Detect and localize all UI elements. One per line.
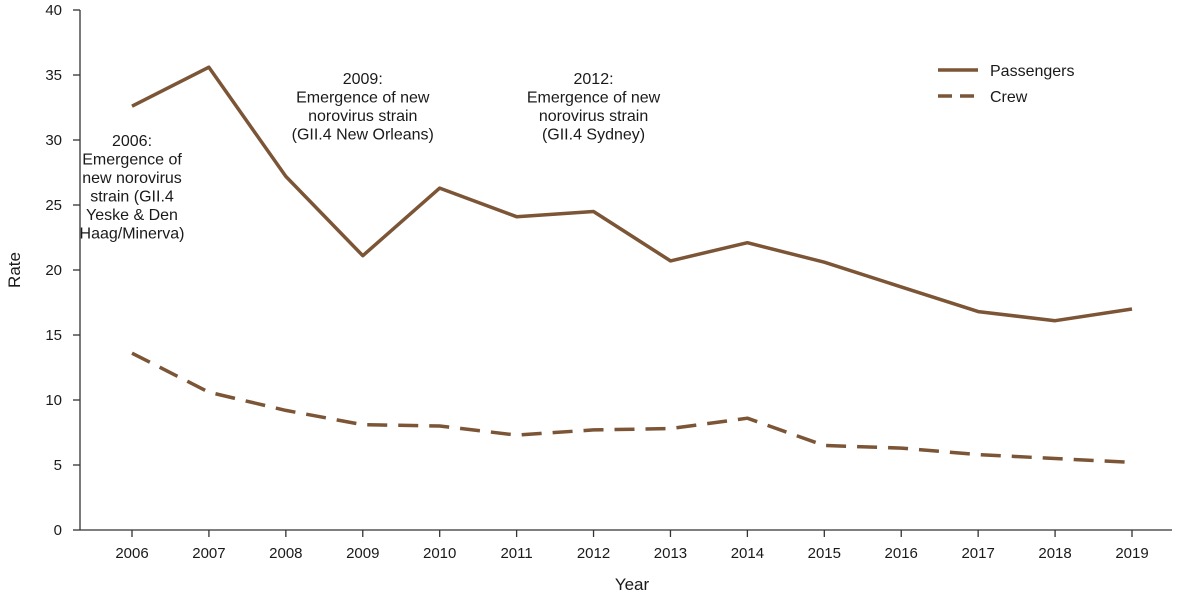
annotation-line: (GII.4 Sydney) bbox=[542, 127, 645, 144]
x-tick-label: 2014 bbox=[731, 545, 764, 562]
annotation-2009: 2009: Emergence of new norovirus strain (GI… bbox=[292, 71, 434, 144]
x-axis-title: Year bbox=[615, 575, 650, 594]
annotation-line: Haag/Minerva) bbox=[80, 226, 185, 243]
y-axis-title: Rate bbox=[5, 252, 24, 288]
annotation-line: Emergence of new bbox=[527, 90, 661, 107]
x-tick-label: 2017 bbox=[961, 545, 994, 562]
annotation-line: (GII.4 New Orleans) bbox=[292, 127, 434, 144]
legend-label-crew: Crew bbox=[990, 89, 1028, 106]
y-tick-label: 40 bbox=[45, 2, 62, 19]
y-tick-label: 30 bbox=[45, 132, 62, 149]
x-tick-label: 2011 bbox=[500, 545, 532, 562]
annotation-line: Yeske & Den bbox=[86, 207, 178, 224]
x-tick-label: 2007 bbox=[192, 545, 225, 562]
annotation-line: strain (GII.4 bbox=[90, 189, 174, 206]
x-tick-label: 2018 bbox=[1038, 545, 1071, 562]
x-tick-label: 2019 bbox=[1115, 545, 1148, 562]
axes bbox=[79, 10, 1172, 531]
x-tick-label: 2013 bbox=[654, 545, 687, 562]
y-tick-label: 5 bbox=[54, 457, 62, 474]
y-tick-label: 0 bbox=[54, 522, 62, 539]
annotation-line: Emergence of bbox=[82, 152, 182, 169]
x-tick-label: 2012 bbox=[577, 545, 610, 562]
y-tick-label: 10 bbox=[45, 392, 62, 409]
y-tick-label: 15 bbox=[45, 327, 62, 344]
series-line-crew bbox=[131, 351, 1133, 465]
x-tick-label: 2009 bbox=[346, 545, 379, 562]
series-line-passengers bbox=[131, 65, 1133, 323]
annotation-line: Emergence of new bbox=[296, 90, 430, 107]
annotation-line: 2006: bbox=[112, 133, 152, 150]
annotation-line: new norovirus bbox=[82, 170, 182, 187]
x-tick-label: 2016 bbox=[885, 545, 918, 562]
annotation-2012: 2012: Emergence of new norovirus strain (GI… bbox=[527, 71, 661, 144]
annotation-line: 2009: bbox=[343, 71, 383, 88]
annotations: 2006: Emergence of new norovirus strain (GI… bbox=[80, 71, 661, 243]
annotation-line: norovirus strain bbox=[308, 108, 417, 125]
y-tick-label: 35 bbox=[45, 67, 62, 84]
annotation-line: 2012: bbox=[574, 71, 614, 88]
x-tick-label: 2008 bbox=[269, 545, 302, 562]
y-tick-label: 25 bbox=[45, 197, 62, 214]
annotation-line: norovirus strain bbox=[539, 108, 648, 125]
legend-label-passengers: Passengers bbox=[990, 63, 1075, 80]
y-tick-label: 20 bbox=[45, 262, 62, 279]
series-layer bbox=[131, 65, 1133, 465]
x-tick-label: 2010 bbox=[423, 545, 456, 562]
y-ticks: 0 5 10 15 20 25 30 35 40 bbox=[45, 2, 80, 539]
annotation-2006: 2006: Emergence of new norovirus strain (GI… bbox=[80, 133, 185, 243]
x-ticks: 2006 2007 2008 2009 2010 2011 2012 2013 2014 2015… bbox=[115, 530, 1149, 562]
x-tick-label: 2015 bbox=[808, 545, 841, 562]
legend: Passengers Crew bbox=[938, 63, 1075, 106]
x-tick-label: 2006 bbox=[115, 545, 148, 562]
